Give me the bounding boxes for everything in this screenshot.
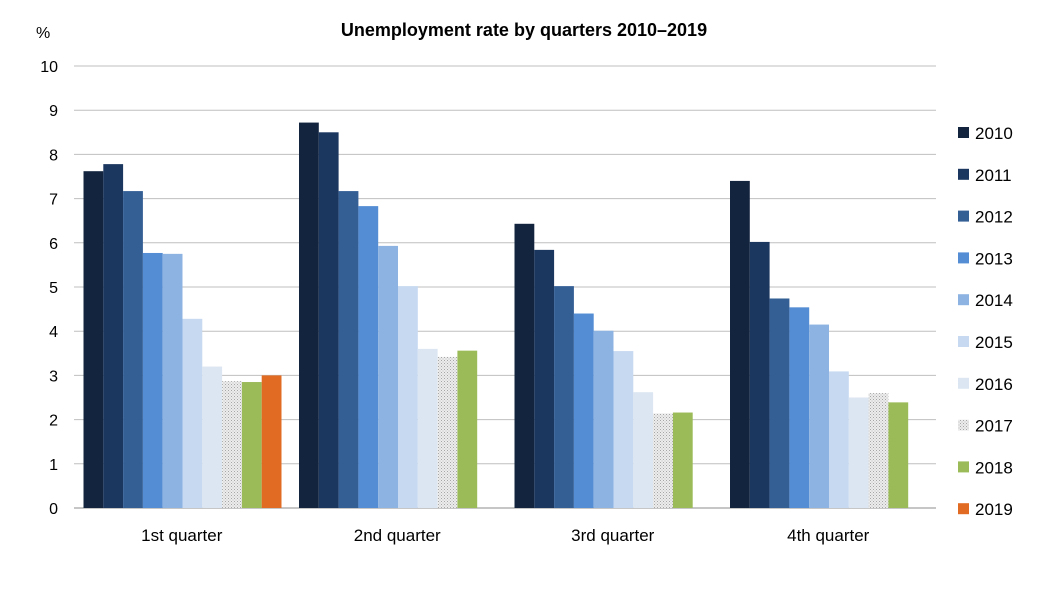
bar-2013-3q [573,313,594,508]
legend: 2010 2011 2012 2013 2014 2015 2016 2017 2018 2019 [958,124,1013,519]
x-category-label: 3rd quarter [571,526,654,545]
bar-2015-1q [182,318,203,508]
bar-2014-3q [593,330,614,508]
legend-swatch-2016 [958,377,969,389]
bar-2017-2q [437,356,458,508]
legend-swatch-2010 [958,127,969,138]
legend-label-2017: 2017 [975,417,1013,436]
bar-2010-4q [730,180,750,509]
legend-swatch-2014 [958,294,969,306]
legend-label-2019: 2019 [975,500,1013,519]
legend-label-2012: 2012 [975,208,1013,227]
bar-2012-1q [123,191,143,508]
y-tick-label: 8 [49,147,58,164]
bars [83,122,909,509]
y-tick-label: 3 [49,368,58,385]
x-axis-categories: 1st quarter 2nd quarter 3rd quarter 4th qua… [141,526,870,545]
legend-swatch-2012 [958,210,969,222]
legend-swatch-2018 [958,461,969,473]
y-tick-label: 9 [49,103,58,120]
bar-2018-4q [888,402,909,508]
bar-2017-1q [222,381,242,508]
x-category-label: 1st quarter [141,526,223,545]
bar-2011-1q [103,164,124,508]
legend-swatch-2017 [958,419,969,431]
legend-label-2011: 2011 [975,166,1012,185]
legend-label-2016: 2016 [975,375,1013,394]
bar-2011-2q [318,132,339,509]
bar-2018-1q [241,382,262,508]
bar-2018-3q [672,412,693,508]
bar-2016-4q [848,397,869,508]
chart-title: Unemployment rate by quarters 2010–2019 [341,20,707,40]
bar-2012-4q [769,298,790,508]
legend-label-2010: 2010 [975,124,1013,143]
legend-swatch-2015 [958,336,969,347]
bar-2017-4q [868,393,889,508]
legend-label-2013: 2013 [975,249,1013,268]
y-tick-label: 7 [49,192,58,209]
bar-2012-2q [338,191,359,508]
bar-2017-3q [653,413,673,508]
x-category-label: 2nd quarter [354,526,441,545]
bar-2010-2q [299,122,319,509]
bar-2016-1q [202,366,223,508]
bar-2015-4q [829,371,849,508]
legend-label-2018: 2018 [975,458,1013,477]
y-tick-label: 4 [49,324,58,341]
bar-2014-4q [809,324,829,508]
bar-2015-3q [613,351,634,508]
y-tick-label: 6 [49,236,58,253]
bar-2012-3q [554,286,574,508]
legend-swatch-2011 [958,168,969,180]
bar-2019-1q [261,375,282,508]
bar-2010-1q [83,171,104,509]
bar-2016-3q [633,392,654,508]
bar-2015-2q [398,286,418,508]
bar-2011-4q [749,241,770,508]
bar-2014-1q [162,253,183,508]
y-axis-unit: % [36,25,50,42]
bar-2016-2q [417,348,438,508]
legend-swatch-2019 [958,503,969,515]
bar-2014-2q [378,245,398,509]
bar-2010-3q [514,223,535,508]
y-tick-label: 0 [49,501,58,518]
legend-label-2015: 2015 [975,333,1013,352]
x-category-label: 4th quarter [787,526,870,545]
y-tick-label: 5 [49,280,58,297]
y-tick-label: 1 [49,457,58,474]
bar-2013-2q [358,206,379,508]
legend-label-2014: 2014 [975,291,1013,310]
y-axis-ticks: 0 1 2 3 4 5 6 7 8 9 10 [40,59,58,518]
y-tick-label: 2 [49,413,58,430]
bar-2011-3q [534,249,555,508]
legend-swatch-2013 [958,252,969,264]
bar-2013-1q [142,252,163,508]
y-tick-label: 10 [40,59,58,76]
bar-2013-4q [789,307,810,508]
bar-2018-2q [457,350,478,508]
